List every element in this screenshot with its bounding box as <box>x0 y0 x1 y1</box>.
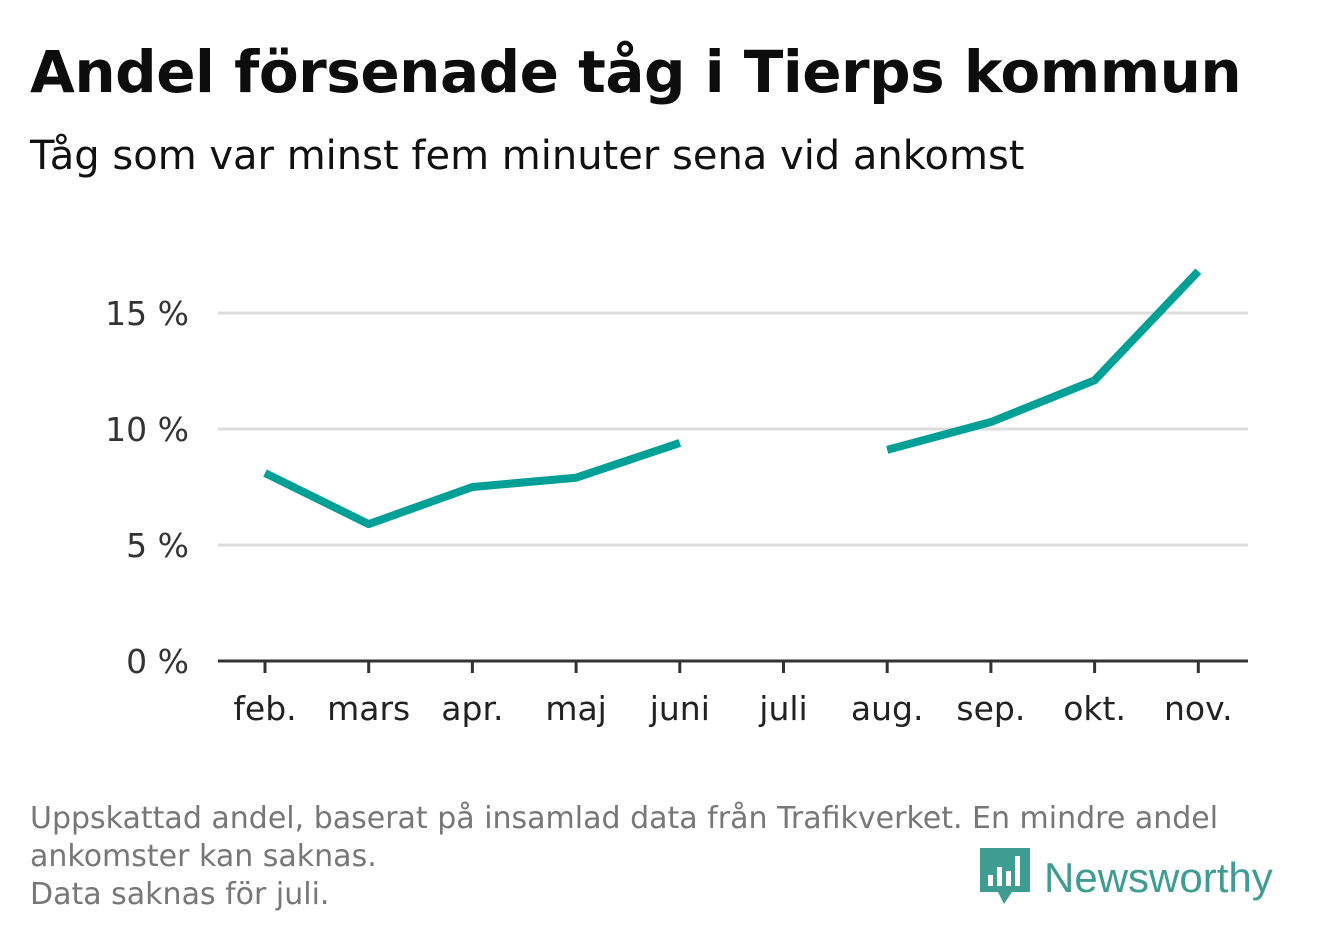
grid-lines <box>218 311 1248 547</box>
line-chart: 0 % 5 % 10 % 15 % feb. mars apr. maj juni juli au… <box>105 268 1248 728</box>
y-tick-label: 0 % <box>126 642 189 681</box>
x-tick-label: okt. <box>1063 689 1126 728</box>
x-tick-label: feb. <box>233 689 296 728</box>
x-tick-label: juli <box>758 689 807 728</box>
newsworthy-logo: Newsworthy <box>980 848 1273 908</box>
chart-subtitle: Tåg som var minst fem minuter sena vid a… <box>30 133 1025 179</box>
chart-title: Andel försenade tåg i Tierps kommun <box>30 38 1242 106</box>
y-tick-label: 5 % <box>126 526 189 565</box>
x-tick-label: maj <box>545 689 607 728</box>
x-tick-label: sep. <box>956 689 1025 728</box>
x-tick-label: aug. <box>851 689 924 728</box>
x-tick-label: nov. <box>1164 689 1233 728</box>
x-axis-ticks: feb. mars apr. maj juni juli aug. sep. okt. nov. <box>233 661 1233 728</box>
x-tick-label: apr. <box>441 689 503 728</box>
y-axis-ticks: 0 % 5 % 10 % 15 % <box>105 294 189 681</box>
footer-line-2: ankomster kan saknas. <box>30 839 377 874</box>
footer-line-1: Uppskattad andel, baserat på insamlad da… <box>30 801 1219 836</box>
y-tick-label: 10 % <box>105 410 189 449</box>
footer-line-3: Data saknas för juli. <box>30 877 330 912</box>
series-line-segment <box>886 268 1202 454</box>
x-tick-label: juni <box>649 689 710 728</box>
series-line-segment <box>263 439 682 529</box>
footer-note: Uppskattad andel, baserat på insamlad da… <box>30 800 1280 914</box>
x-tick-label: mars <box>327 689 410 728</box>
logo-text: Newsworthy <box>1044 854 1273 901</box>
newsworthy-bar-chart-icon <box>980 848 1030 904</box>
series-layer <box>263 268 1202 529</box>
y-tick-label: 15 % <box>105 294 189 333</box>
